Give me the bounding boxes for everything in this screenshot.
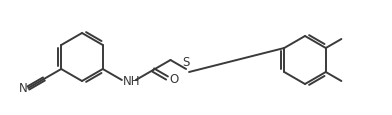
Text: NH: NH: [123, 74, 140, 87]
Text: N: N: [18, 82, 27, 95]
Text: O: O: [169, 72, 178, 85]
Text: S: S: [182, 56, 190, 68]
